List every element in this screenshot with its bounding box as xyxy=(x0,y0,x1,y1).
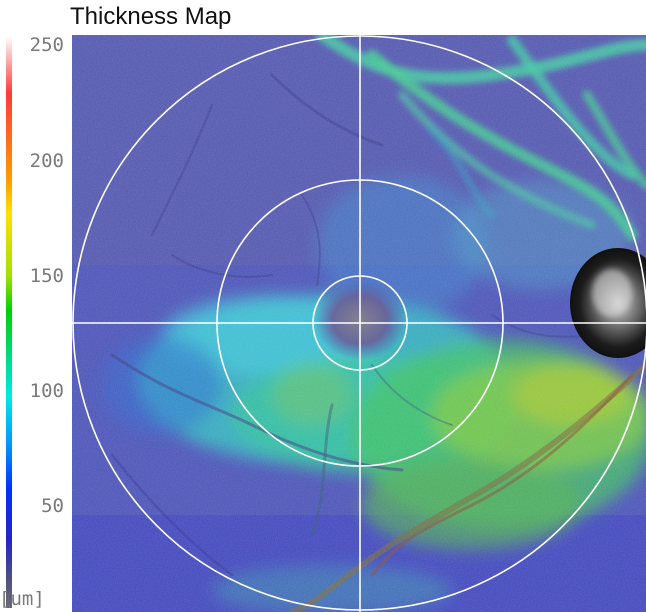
scale-tick-150: 150 xyxy=(29,265,64,287)
chart-title: Thickness Map xyxy=(70,3,232,30)
measurement-grid xyxy=(72,35,646,612)
scale-tick-50: 50 xyxy=(41,495,64,517)
thickness-map-image xyxy=(72,35,646,612)
scale-tick-200: 200 xyxy=(29,150,64,172)
color-scale-bar xyxy=(6,36,12,608)
scale-tick-100: 100 xyxy=(29,380,64,402)
scale-tick-250: 250 xyxy=(29,34,64,56)
scale-unit-label: [um] xyxy=(0,588,45,610)
